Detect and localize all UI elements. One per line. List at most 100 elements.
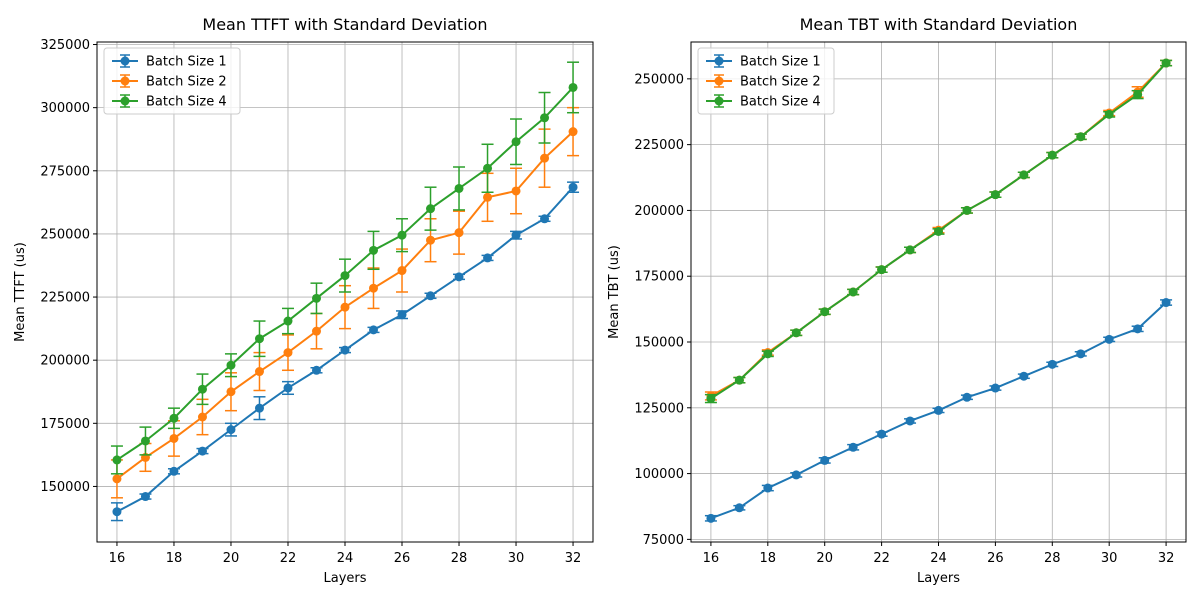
data-point: [169, 413, 179, 423]
data-point: [962, 392, 972, 402]
data-point: [340, 271, 350, 281]
y-tick-label: 75000: [643, 533, 684, 548]
data-point: [934, 405, 943, 415]
y-tick-label: 150000: [40, 480, 90, 495]
data-point: [734, 503, 744, 513]
data-point: [791, 470, 801, 480]
series-3: [704, 58, 1173, 404]
data-point: [226, 425, 236, 435]
data-point: [169, 466, 179, 476]
data-point: [877, 265, 887, 275]
y-tick-label: 100000: [634, 467, 684, 482]
data-point: [426, 235, 436, 245]
x-tick-label: 28: [1044, 551, 1061, 566]
legend-swatch-marker: [714, 56, 724, 66]
legend-label: Batch Size 1: [740, 55, 821, 70]
data-point: [140, 436, 150, 446]
legend-swatch-marker: [714, 96, 724, 106]
legend-label: Batch Size 2: [740, 75, 821, 90]
x-tick-label: 32: [1158, 551, 1175, 566]
data-point: [226, 360, 236, 370]
y-tick-label: 175000: [634, 270, 684, 285]
legend-item: Batch Size 2: [112, 74, 227, 90]
x-tick-label: 16: [109, 551, 126, 566]
x-tick-label: 26: [394, 551, 411, 566]
data-point: [283, 383, 293, 393]
x-tick-label: 30: [508, 551, 525, 566]
data-point: [791, 328, 801, 338]
data-point: [397, 310, 407, 320]
data-point: [369, 283, 379, 293]
legend: Batch Size 1 Batch Size 2 Batch Size 4: [103, 47, 241, 115]
data-point: [568, 82, 578, 92]
x-tick-label: 20: [816, 551, 833, 566]
data-point: [905, 245, 915, 255]
data-point: [1047, 359, 1057, 369]
x-tick-label: 20: [223, 551, 240, 566]
data-point: [369, 245, 379, 255]
legend-swatch-marker: [120, 76, 130, 86]
y-tick-label: 250000: [40, 227, 90, 242]
data-point: [511, 137, 521, 147]
x-tick-label: 22: [280, 551, 297, 566]
data-point: [540, 153, 550, 163]
data-point: [763, 483, 773, 493]
data-point: [1076, 349, 1086, 359]
legend-item: Batch Size 4: [112, 94, 227, 110]
legend-box: [697, 47, 835, 115]
data-point: [454, 183, 464, 193]
x-tick-label: 24: [930, 551, 947, 566]
x-tick-label: 28: [451, 551, 468, 566]
data-point: [706, 394, 716, 404]
data-point: [454, 272, 464, 282]
y-tick-label: 225000: [40, 291, 90, 306]
legend-box: [103, 47, 241, 115]
x-tick-label: 30: [1101, 551, 1118, 566]
series-1: [110, 181, 580, 522]
chart-title: Mean TTFT with Standard Deviation: [202, 15, 487, 34]
y-tick-label: 250000: [634, 72, 684, 87]
data-point: [540, 214, 550, 224]
data-point: [763, 349, 773, 359]
y-tick-label: 175000: [40, 417, 90, 432]
legend-item: Batch Size 4: [706, 94, 821, 110]
data-point: [197, 384, 207, 394]
data-point: [112, 455, 122, 465]
data-point: [1076, 132, 1086, 142]
data-point: [397, 230, 407, 240]
legend-label: Batch Size 2: [146, 75, 227, 90]
y-tick-label: 300000: [40, 101, 90, 116]
data-point: [483, 192, 493, 202]
data-point: [1047, 150, 1057, 160]
data-point: [734, 375, 744, 385]
tbt-chart-panel: 16 18 20 22 24 26 28 30 32 75000 100000 125000 15000…: [607, 15, 1187, 586]
data-point: [254, 367, 264, 377]
data-point: [483, 163, 493, 173]
y-tick-label: 275000: [40, 164, 90, 179]
x-tick-label: 32: [565, 551, 582, 566]
y-tick-label: 325000: [40, 38, 90, 53]
data-point: [1019, 371, 1029, 381]
x-tick-label: 22: [873, 551, 890, 566]
data-point: [905, 416, 915, 426]
y-tick-label: 200000: [634, 204, 684, 219]
data-point: [454, 228, 464, 238]
data-point: [820, 307, 830, 317]
legend-item: Batch Size 2: [706, 74, 821, 90]
data-point: [283, 348, 293, 358]
data-point: [820, 455, 830, 465]
x-tick-label: 16: [703, 551, 720, 566]
y-tick-label: 225000: [634, 138, 684, 153]
data-point: [706, 513, 716, 523]
data-point: [540, 113, 550, 123]
data-point: [1104, 109, 1114, 119]
data-point: [226, 387, 236, 397]
legend-label: Batch Size 4: [146, 95, 227, 110]
data-point: [483, 253, 493, 263]
data-point: [197, 412, 207, 422]
legend-swatch-marker: [120, 96, 130, 106]
data-point: [1161, 298, 1171, 308]
data-point: [340, 302, 350, 312]
data-point: [990, 383, 1000, 393]
data-point: [169, 433, 179, 443]
